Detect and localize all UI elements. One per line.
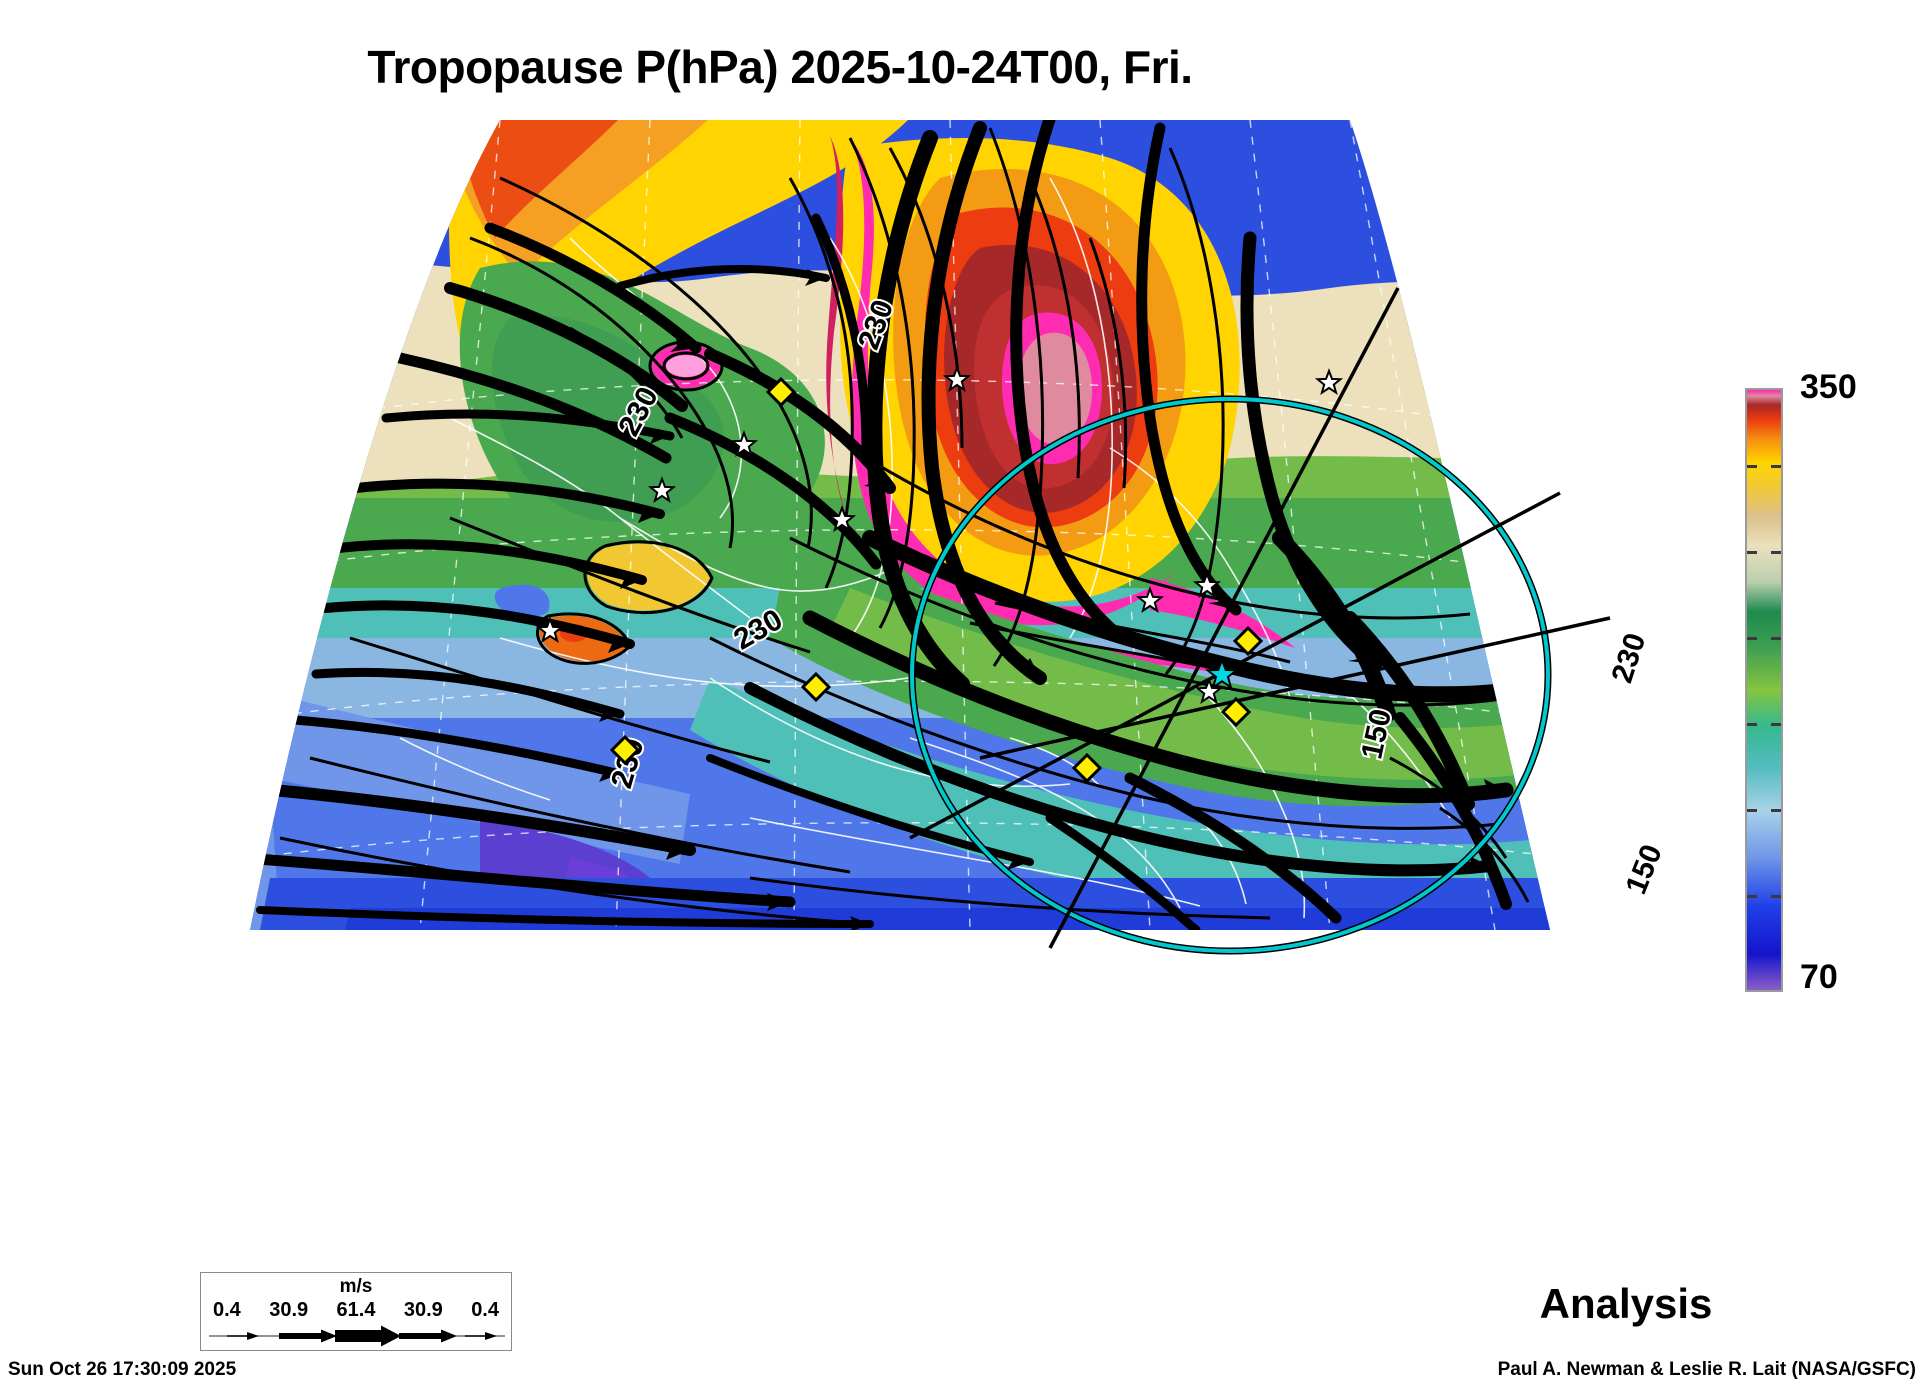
colorbar-tick [1747, 465, 1757, 468]
colorbar-min-label: 70 [1800, 958, 1838, 996]
colorbar-tick [1771, 551, 1781, 554]
svg-text:150: 150 [1620, 840, 1669, 899]
station-marker-diamond[interactable] [765, 376, 797, 408]
wind-legend-value: 0.4 [471, 1299, 499, 1321]
station-marker-star[interactable] [647, 476, 677, 504]
station-marker-star[interactable] [1194, 677, 1224, 705]
colorbar-tick [1747, 723, 1757, 726]
wind-legend-value: 30.9 [269, 1299, 309, 1321]
colorbar-tick [1771, 895, 1781, 898]
page-title: Tropopause P(hPa) 2025-10-24T00, Fri. [367, 41, 1193, 93]
wind-legend-values: 0.4 30.9 61.4 30.9 0.4 [201, 1299, 511, 1322]
colorbar-tick [1771, 465, 1781, 468]
station-marker-diamond[interactable] [609, 734, 641, 766]
station-markers[interactable] [535, 365, 1344, 784]
colorbar-tick [1747, 551, 1757, 554]
generation-timestamp: Sun Oct 26 17:30:09 2025 [8, 1359, 237, 1380]
wind-streamlines [250, 120, 1538, 930]
contour-label: 230 [1604, 627, 1655, 689]
colorbar-tick [1747, 637, 1757, 640]
wind-speed-legend: m/s 0.4 30.9 61.4 30.9 0.4 [200, 1272, 512, 1351]
contour-label: 150 [1618, 838, 1671, 901]
wind-legend-value: 0.4 [213, 1299, 241, 1321]
analysis-label: Analysis [1539, 1280, 1713, 1327]
colorbar-tick [1771, 723, 1781, 726]
station-marker-diamond[interactable] [1220, 696, 1252, 728]
wind-legend-value: 61.4 [336, 1299, 376, 1321]
station-marker-star[interactable] [1192, 571, 1222, 599]
colorbar-gradient [1747, 390, 1781, 990]
station-marker-star[interactable] [827, 505, 857, 533]
colorbar-tick [1747, 895, 1757, 898]
station-marker-diamond[interactable] [800, 671, 832, 703]
colorbar-tick [1771, 809, 1781, 812]
map-field [250, 120, 1550, 930]
station-marker-star[interactable] [1135, 586, 1165, 614]
wind-arrowheads [599, 269, 1530, 930]
author-credit: Paul A. Newman & Leslie R. Lait (NASA/GS… [1497, 1359, 1916, 1380]
colorbar-tick [1747, 809, 1757, 812]
wind-legend-units: m/s [339, 1276, 373, 1297]
colorbar-tick [1771, 637, 1781, 640]
station-marker-diamond[interactable] [1232, 625, 1264, 657]
colorbar[interactable] [1745, 388, 1783, 992]
wind-legend-arrows [209, 1325, 505, 1347]
station-marker-diamond[interactable] [1071, 752, 1103, 784]
station-marker-star[interactable] [729, 430, 759, 458]
svg-text:230: 230 [1606, 629, 1653, 687]
transect-lines [909, 287, 1611, 949]
range-ring [908, 395, 1552, 955]
station-marker-star[interactable] [535, 616, 565, 644]
map-panel[interactable]: 230 230 230 230 230 150 150 [150, 118, 1730, 1178]
coastlines [399, 177, 1451, 919]
focus-station-star[interactable] [1204, 657, 1240, 690]
wind-legend-value: 30.9 [403, 1299, 443, 1321]
colorbar-max-label: 350 [1800, 368, 1857, 406]
station-marker-star[interactable] [942, 365, 972, 393]
station-marker-star[interactable] [1314, 368, 1344, 396]
